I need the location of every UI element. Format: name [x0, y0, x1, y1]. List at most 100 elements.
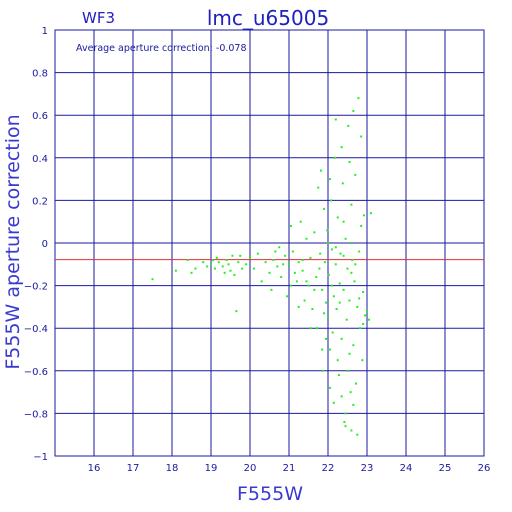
data-point — [323, 207, 326, 210]
data-point — [362, 214, 365, 217]
data-point — [323, 312, 326, 315]
data-point — [231, 254, 234, 257]
data-point — [354, 263, 357, 266]
data-point — [338, 282, 341, 285]
data-point — [321, 288, 324, 291]
data-point — [286, 295, 289, 298]
data-point — [321, 348, 324, 351]
data-point — [332, 295, 335, 298]
data-point — [350, 203, 353, 206]
x-tick-label: 24 — [400, 463, 413, 474]
data-point — [289, 284, 292, 287]
data-point — [319, 169, 322, 172]
data-point — [206, 265, 209, 268]
y-tick-label: 0.4 — [32, 154, 48, 165]
data-point — [252, 267, 255, 270]
x-tick-label: 26 — [478, 463, 491, 474]
data-point — [293, 271, 296, 274]
data-point — [313, 231, 316, 234]
data-point — [355, 382, 358, 385]
data-point — [344, 425, 347, 428]
x-tick-label: 20 — [244, 463, 257, 474]
data-point — [335, 308, 338, 311]
data-point — [217, 261, 220, 264]
data-point — [319, 252, 322, 255]
data-point — [361, 359, 364, 362]
data-point — [225, 259, 228, 262]
x-tick-label: 16 — [88, 463, 101, 474]
data-point — [186, 259, 189, 262]
data-point — [348, 161, 351, 164]
data-point — [322, 369, 325, 372]
data-point — [272, 259, 275, 262]
data-point — [354, 173, 357, 176]
data-point — [343, 420, 346, 423]
y-tick-label: 0 — [42, 239, 48, 250]
data-point — [340, 337, 343, 340]
data-point — [356, 305, 359, 308]
data-point — [340, 146, 343, 149]
data-point — [334, 246, 337, 249]
data-point — [342, 220, 345, 223]
data-point — [347, 124, 350, 127]
data-point — [358, 297, 361, 300]
data-point — [241, 267, 244, 270]
data-points — [151, 97, 372, 436]
data-point — [233, 273, 236, 276]
data-point — [309, 256, 312, 259]
data-point — [235, 310, 238, 313]
data-point — [305, 280, 308, 283]
y-tick-labels: 1 0.8 0.6 0.4 0.2 0 −0.2 −0.4 −0.6 −0.8 −1 — [24, 26, 48, 463]
data-point — [331, 331, 334, 334]
data-point — [289, 224, 292, 227]
x-tick-labels: 16 17 18 19 20 21 22 23 24 25 26 — [88, 463, 491, 474]
data-point — [291, 250, 294, 253]
data-point — [221, 265, 224, 268]
data-point — [326, 229, 329, 232]
data-point — [301, 259, 304, 262]
data-point — [270, 288, 273, 291]
data-point — [313, 288, 316, 291]
data-point — [330, 248, 333, 251]
chart-title: lmc_u65005 — [207, 6, 329, 30]
data-point — [323, 261, 326, 264]
data-point — [337, 374, 340, 377]
data-point — [327, 316, 329, 319]
data-point — [325, 337, 328, 340]
data-point — [350, 429, 353, 432]
data-point — [229, 269, 232, 272]
panel-label: WF3 — [82, 9, 115, 27]
data-point — [352, 344, 355, 347]
data-point — [318, 267, 321, 270]
data-point — [342, 254, 345, 257]
data-point — [341, 182, 344, 185]
data-point — [346, 267, 349, 270]
data-point — [360, 224, 363, 227]
data-point — [366, 310, 368, 313]
plot-frame — [54, 29, 485, 457]
data-point — [237, 261, 240, 264]
data-point — [315, 276, 318, 279]
y-tick-label: 0.6 — [32, 111, 48, 122]
data-point — [307, 284, 310, 287]
y-tick-label: −1 — [33, 452, 48, 463]
data-point — [210, 263, 212, 266]
data-point — [358, 250, 361, 253]
data-point — [194, 267, 197, 270]
data-point — [256, 252, 259, 255]
data-point — [348, 299, 351, 302]
data-point — [369, 212, 372, 215]
data-point — [338, 301, 341, 304]
data-point — [284, 254, 287, 257]
data-point — [282, 263, 285, 266]
y-tick-label: 1 — [42, 26, 48, 37]
data-point — [297, 261, 300, 264]
data-point — [349, 391, 352, 394]
data-point — [249, 256, 251, 259]
data-point — [245, 263, 248, 266]
data-point — [311, 308, 314, 311]
data-point — [330, 284, 333, 287]
data-point — [334, 156, 337, 159]
data-point — [339, 252, 342, 255]
